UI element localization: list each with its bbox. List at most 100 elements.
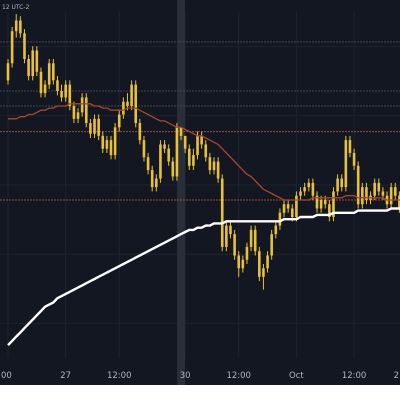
candle-body-66 [278, 212, 282, 226]
candle-body-37 [159, 144, 162, 179]
candle-body-65 [274, 225, 278, 235]
candle-body-52 [220, 178, 224, 247]
x-tick-label-1: 27 [60, 371, 71, 381]
candle-body-95 [398, 195, 400, 209]
candle-body-0 [6, 63, 10, 81]
candle-body-44 [187, 148, 191, 166]
candle-body-75 [315, 195, 319, 209]
candle-body-8 [39, 71, 43, 94]
candle-body-43 [183, 135, 187, 149]
candle-body-9 [43, 84, 47, 94]
candle-body-10 [47, 63, 51, 85]
candle-body-22 [97, 118, 100, 136]
timezone-label: 12 UTC-2 [2, 4, 30, 11]
candle-body-61 [258, 251, 261, 277]
candle-body-23 [101, 135, 105, 149]
candle-body-41 [175, 127, 179, 177]
candle-body-7 [35, 50, 39, 72]
session-highlight-band [177, 0, 186, 385]
candle-body-55 [233, 234, 236, 256]
candle-body-24 [105, 140, 109, 149]
candle-body-34 [146, 157, 150, 171]
x-tick-label-0: 00 [1, 371, 12, 381]
candle-body-21 [93, 118, 96, 134]
candle-body-80 [336, 178, 339, 192]
candle-body-67 [282, 204, 286, 213]
moving-average-line-1 [7, 207, 400, 347]
candle-body-4 [23, 33, 26, 59]
candle-body-16 [72, 105, 76, 119]
x-tick-label-3: 30 [180, 371, 191, 381]
candle-body-74 [311, 182, 315, 196]
candle-body-73 [307, 182, 311, 188]
candle-body-15 [68, 84, 72, 106]
candle-body-38 [163, 144, 166, 149]
candle-body-20 [89, 123, 92, 134]
x-tick-label-2: 12:00 [107, 371, 132, 381]
candle-body-46 [196, 135, 199, 156]
candle-body-50 [212, 161, 216, 171]
candle-body-71 [299, 191, 302, 196]
candle-body-94 [393, 187, 397, 196]
candle-body-69 [290, 208, 294, 218]
candle-body-59 [249, 229, 253, 247]
x-axis: 00 27 12:00 30 12:00 Oct 12:00 2 [1, 371, 399, 381]
candle-body-70 [295, 195, 298, 218]
horizontal-levels [0, 41, 400, 201]
candle-body-17 [76, 112, 80, 119]
candle-body-54 [229, 225, 232, 235]
candle-body-64 [270, 234, 273, 256]
chart-panel[interactable]: 12 UTC-2 00 27 12:00 30 12:00 Oct 12:00 2 [0, 0, 400, 385]
candle-body-30 [130, 84, 133, 106]
candle-body-85 [356, 165, 360, 205]
candle-body-14 [64, 84, 67, 98]
moving-average-line-0 [8, 103, 400, 201]
candle-body-13 [60, 91, 63, 98]
candle-body-25 [109, 140, 113, 156]
candle-body-28 [122, 101, 125, 115]
candle-body-72 [303, 187, 306, 192]
candle-body-35 [150, 170, 154, 188]
candle-body-79 [332, 191, 335, 218]
candle-body-77 [323, 199, 327, 205]
candle-body-45 [192, 155, 195, 166]
candle-body-5 [27, 58, 30, 77]
candle-body-2 [14, 20, 18, 32]
candle-body-82 [344, 140, 348, 188]
candle-body-62 [262, 268, 265, 277]
candle-body-27 [117, 114, 121, 128]
candle-body-29 [126, 101, 129, 106]
candle-body-57 [241, 259, 245, 269]
x-tick-label-7: 2 [394, 371, 399, 381]
candle-body-36 [155, 178, 158, 188]
candle-body-84 [352, 152, 356, 166]
candle-body-89 [373, 182, 376, 196]
candle-body-51 [216, 161, 220, 179]
candle-body-60 [253, 229, 257, 252]
candle-body-19 [84, 97, 88, 124]
x-tick-label-5: Oct [289, 371, 304, 381]
candle-body-58 [245, 246, 249, 260]
candle-body-81 [340, 178, 344, 188]
candle-body-68 [286, 204, 290, 209]
candle-body-49 [208, 157, 212, 171]
x-tick-label-4: 12:00 [226, 371, 251, 381]
candle-body-39 [167, 148, 170, 162]
candle-body-6 [31, 50, 35, 77]
candle-body-86 [361, 187, 364, 205]
candle-body-12 [56, 80, 59, 92]
candle-body-87 [365, 187, 368, 200]
candle-body-18 [80, 97, 84, 113]
candle-body-90 [377, 182, 381, 192]
moving-averages [7, 103, 400, 347]
candle-body-42 [179, 127, 183, 136]
candle-body-76 [319, 199, 323, 209]
candle-body-40 [171, 161, 175, 177]
candlestick-chart[interactable]: 12 UTC-2 00 27 12:00 30 12:00 Oct 12:00 2 [0, 0, 400, 385]
candle-body-26 [113, 127, 117, 156]
candle-body-11 [52, 63, 55, 81]
candle-body-31 [134, 84, 138, 124]
x-tick-label-6: 12:00 [342, 371, 367, 381]
candle-body-53 [225, 225, 228, 247]
grid [0, 12, 400, 358]
